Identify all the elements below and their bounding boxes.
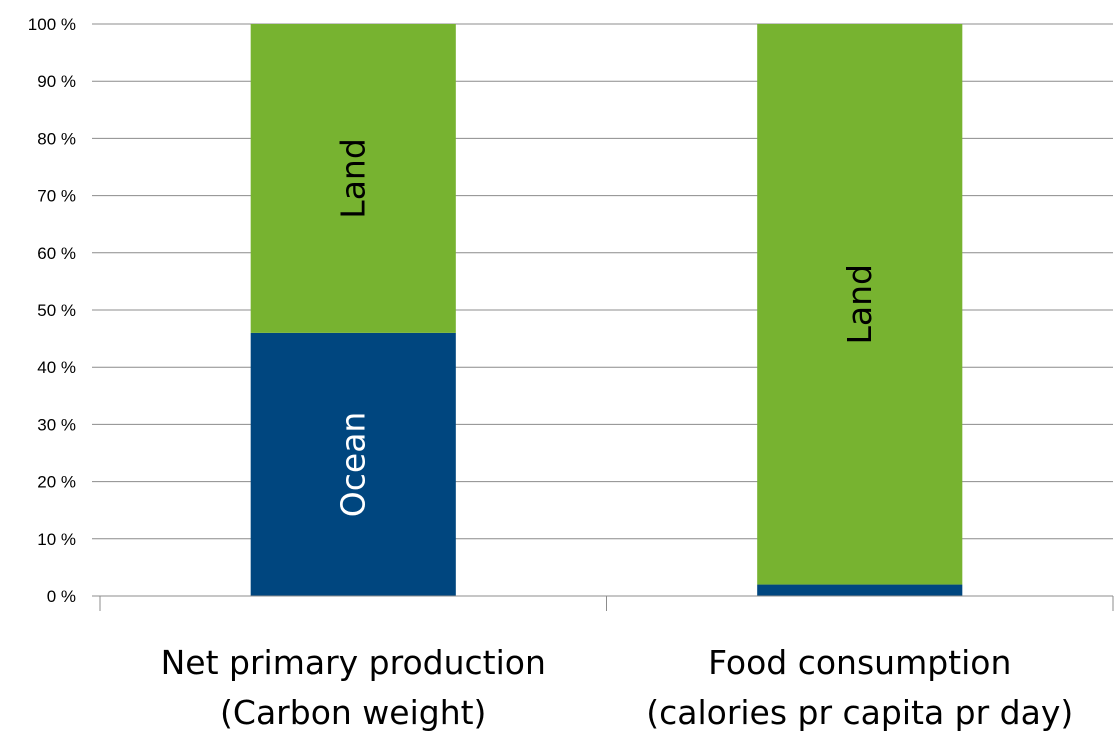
x-category-label: (Carbon weight) (220, 693, 486, 732)
y-tick-label: 10 % (37, 530, 76, 549)
y-tick-label: 90 % (37, 72, 76, 91)
segment-label: Land (334, 138, 373, 218)
y-axis-tick-labels: 0 % 10 % 20 % 30 % 40 % 50 % 60 % 70 % 80 % 90 % 1… (28, 15, 76, 606)
y-tick-label: 80 % (37, 129, 76, 148)
bar-segment (757, 584, 963, 596)
y-tick-label: 60 % (37, 244, 76, 263)
y-tick-label: 40 % (37, 358, 76, 377)
y-tick-label: 20 % (37, 473, 76, 492)
y-tick-label: 50 % (37, 301, 76, 320)
segment-label: Land (840, 264, 879, 344)
segment-label: Ocean (334, 412, 373, 518)
bar-segment (250, 332, 456, 596)
y-tick-label: 30 % (37, 415, 76, 434)
x-axis (99, 595, 1114, 611)
bar-segment (250, 24, 456, 333)
x-axis-category-labels: Net primary production (Carbon weight) Foo… (161, 643, 1074, 732)
x-category-label: (calories pr capita pr day) (646, 693, 1073, 732)
x-category-label: Food consumption (708, 643, 1011, 682)
y-tick-label: 100 % (28, 15, 76, 34)
y-tick-label: 0 % (47, 587, 76, 606)
y-tick-label: 70 % (37, 187, 76, 206)
bars: Ocean Land Land (250, 24, 963, 596)
bar-segment (757, 24, 963, 585)
x-category-label: Net primary production (161, 643, 546, 682)
